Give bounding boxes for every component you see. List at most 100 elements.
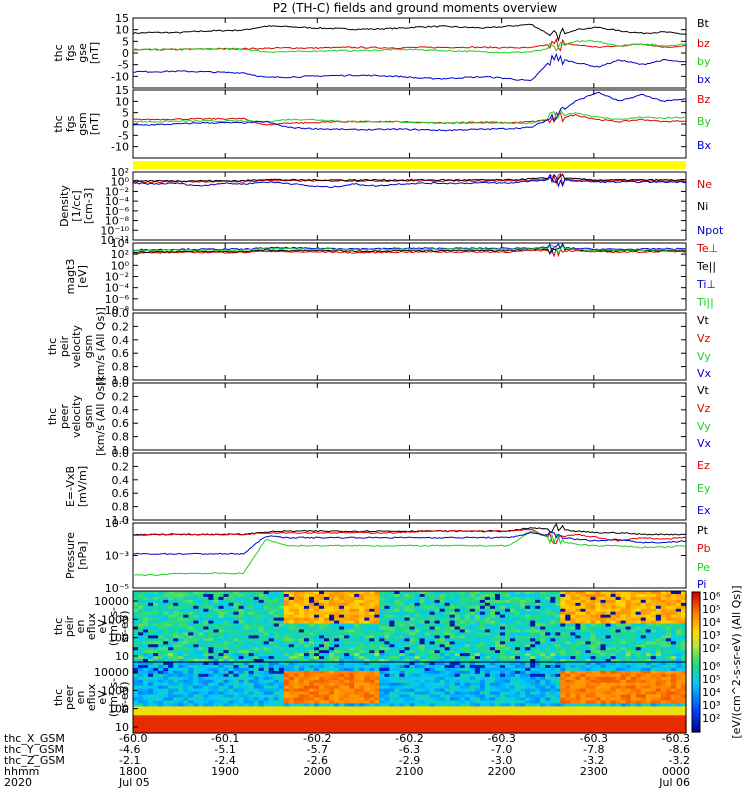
spectrogram-cell (268, 647, 275, 651)
spectrogram-cell (474, 608, 481, 613)
y-tick-label: 0.8 (112, 361, 130, 374)
spectrogram-cell (560, 623, 566, 628)
spectrogram-cell (344, 614, 350, 619)
spectrogram-cell (314, 665, 320, 669)
spectrogram-cell (223, 730, 230, 734)
spectrogram-cell (474, 688, 481, 693)
y-tick-label: -5 (118, 129, 129, 142)
y-tick-label: 0.8 (112, 501, 130, 514)
spectrogram-cell (424, 691, 431, 696)
spectrogram-cell (439, 599, 446, 604)
spectrogram-cell (158, 626, 164, 631)
spectrogram-cell (379, 647, 385, 651)
spectrogram-cell (183, 611, 189, 616)
spectrogram-cell (429, 599, 436, 604)
spectrogram-cell (278, 635, 285, 639)
spectrogram-cell (309, 596, 315, 601)
spectrogram-cell (133, 700, 139, 705)
spectrogram-cell (489, 650, 496, 654)
spectrogram-cell (645, 638, 652, 642)
spectrogram-cell (454, 653, 461, 657)
spectrogram-cell (188, 635, 194, 639)
spectrogram-cell (474, 629, 481, 634)
spectrogram-cell (489, 611, 496, 616)
spectrogram-cell (334, 620, 340, 625)
spectrogram-cell (469, 599, 476, 604)
spectrogram-cell (258, 665, 265, 669)
spectrogram-cell (399, 727, 405, 731)
spectrogram-cell (364, 605, 370, 610)
spectrogram-cell (570, 626, 576, 631)
spectrogram-cell (168, 602, 174, 607)
spectrogram-cell (143, 727, 149, 731)
spectrogram-cell (334, 730, 340, 734)
spectrogram-cell (233, 644, 240, 648)
spectrogram-cell (459, 641, 466, 645)
y-tick-label: 10 (115, 95, 129, 108)
spectrogram-cell (173, 647, 179, 651)
spectrogram-cell (163, 662, 169, 666)
spectrogram-cell (188, 679, 194, 684)
spectrogram-cell (535, 602, 541, 607)
spectrogram-cell (520, 685, 526, 690)
spectrogram-cell (650, 638, 657, 642)
spectrogram-cell (434, 691, 441, 696)
spectrogram-cell (404, 706, 411, 710)
spectrogram-cell (354, 629, 360, 634)
spectrogram-cell (389, 688, 395, 693)
spectrogram-cell (650, 650, 657, 654)
spectrogram-cell (143, 679, 149, 684)
spectrogram-cell (640, 626, 647, 631)
spectrogram-cell (198, 623, 204, 628)
spectrogram-cell (213, 647, 219, 651)
spectrogram-cell (213, 715, 219, 719)
spectrogram-cell (193, 650, 199, 654)
spectrogram-cell (449, 614, 456, 619)
spectrogram-cell (319, 620, 325, 625)
spectrogram-cell (253, 685, 260, 690)
spectrogram-cell (178, 617, 184, 622)
spectrogram-peer_spectrogram (133, 662, 687, 734)
spectrogram-cell (479, 688, 486, 693)
spectrogram-cell (525, 682, 531, 687)
spectrogram-cell (369, 691, 375, 696)
spectrogram-cell (489, 715, 496, 719)
spectrogram-cell (238, 653, 245, 657)
spectrogram-cell (404, 591, 411, 595)
spectrogram-cell (675, 626, 682, 631)
spectrogram-cell (263, 703, 270, 707)
panel-frame-peer_velocity (132, 382, 687, 451)
spectrogram-cell (298, 694, 305, 699)
spectrogram-cell (424, 608, 431, 613)
spectrogram-cell (248, 644, 255, 648)
spectrogram-cell (183, 700, 189, 705)
spectrogram-cell (138, 626, 144, 631)
spectrogram-cell (384, 617, 390, 622)
spectrogram-cell (258, 679, 265, 684)
spectrogram-cell (193, 659, 199, 663)
spectrogram-cell (233, 715, 240, 719)
spectrogram-cell (173, 638, 179, 642)
spectrogram-cell (525, 647, 531, 651)
spectrogram-cell (384, 688, 390, 693)
spectrogram-cell (298, 667, 305, 672)
spectrogram-cell (605, 650, 612, 654)
spectrogram-cell (535, 662, 541, 666)
spectrogram-cell (168, 662, 174, 666)
spectrogram-cell (168, 703, 174, 707)
spectrogram-cell (625, 602, 632, 607)
spectrogram-cell (610, 635, 617, 639)
spectrogram-cell (324, 647, 330, 651)
spectrogram-cell (143, 688, 149, 693)
spectrogram-cell (248, 724, 255, 728)
spectrogram-cell (158, 632, 164, 636)
spectrogram-cell (213, 724, 219, 728)
spectrogram-cell (414, 608, 421, 613)
spectrogram-cell (464, 676, 471, 681)
spectrogram-cell (293, 679, 300, 684)
spectrogram-cell (655, 608, 662, 613)
spectrogram-cell (670, 608, 677, 613)
spectrogram-cell (344, 626, 350, 631)
spectrogram-cell (474, 594, 481, 598)
spectrogram-cell (404, 650, 411, 654)
